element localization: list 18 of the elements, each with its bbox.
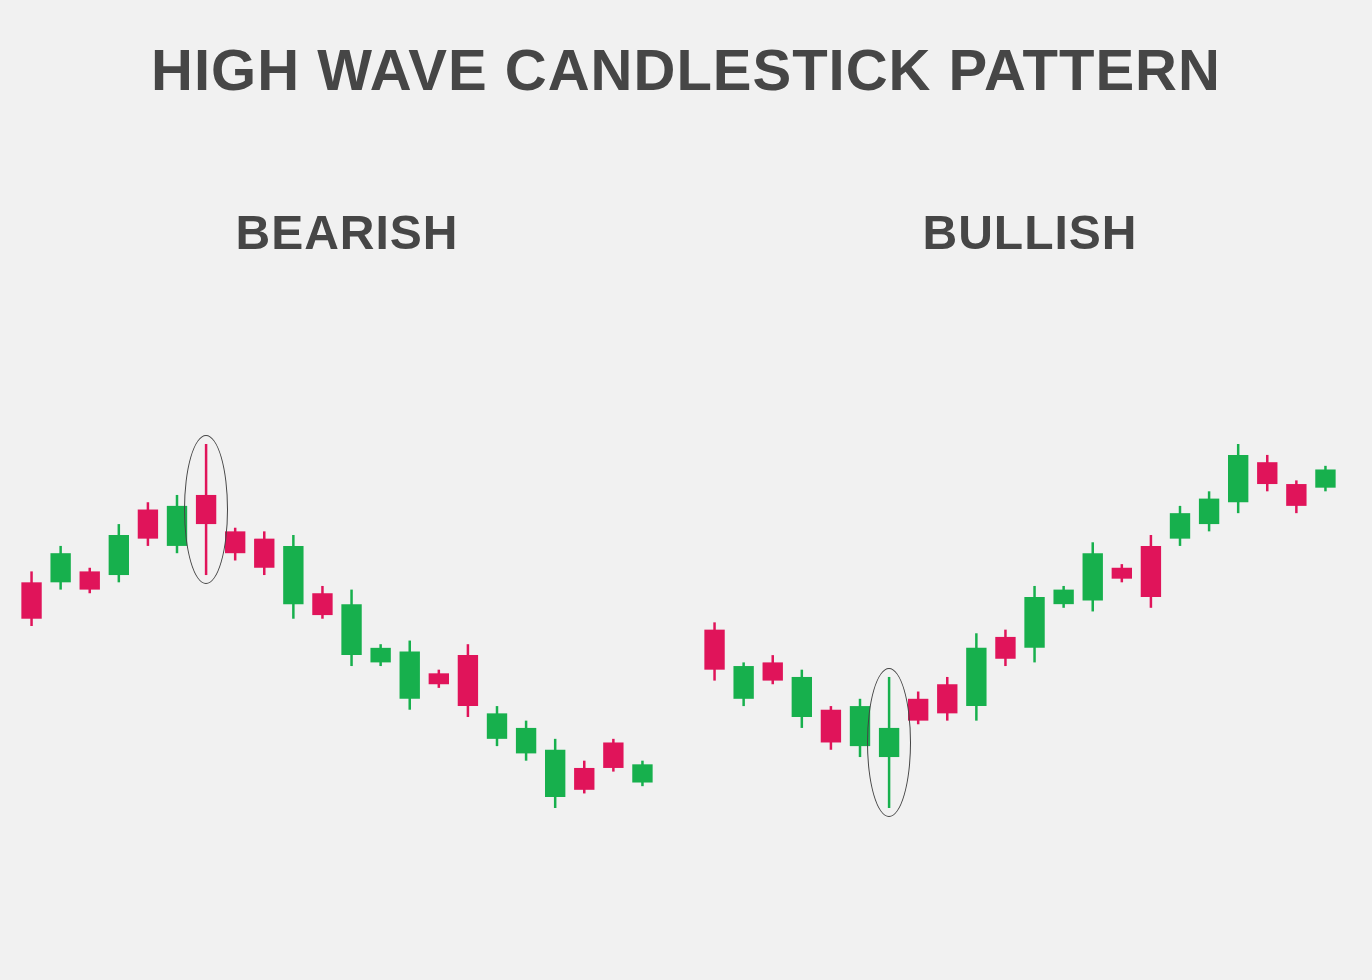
candlestick bbox=[574, 759, 595, 795]
candlestick bbox=[1286, 479, 1307, 515]
candlestick bbox=[1111, 562, 1132, 584]
candlestick bbox=[225, 526, 246, 562]
candlestick bbox=[312, 584, 333, 620]
candlestick bbox=[1257, 453, 1278, 493]
candlestick bbox=[428, 668, 449, 690]
chart-subtitle: BEARISH bbox=[234, 205, 460, 260]
candlestick bbox=[632, 759, 653, 788]
candlestick bbox=[995, 628, 1016, 668]
candlestick bbox=[1053, 584, 1074, 610]
candlestick bbox=[79, 566, 100, 595]
candlestick bbox=[370, 642, 391, 668]
candlestick bbox=[1315, 464, 1336, 493]
chart-title: BULLISH bbox=[921, 205, 1139, 260]
chart-title: HIGH WAVE CANDLESTICK PATTERN bbox=[150, 36, 1222, 103]
candlestick bbox=[762, 653, 783, 686]
candlestick bbox=[908, 690, 929, 726]
